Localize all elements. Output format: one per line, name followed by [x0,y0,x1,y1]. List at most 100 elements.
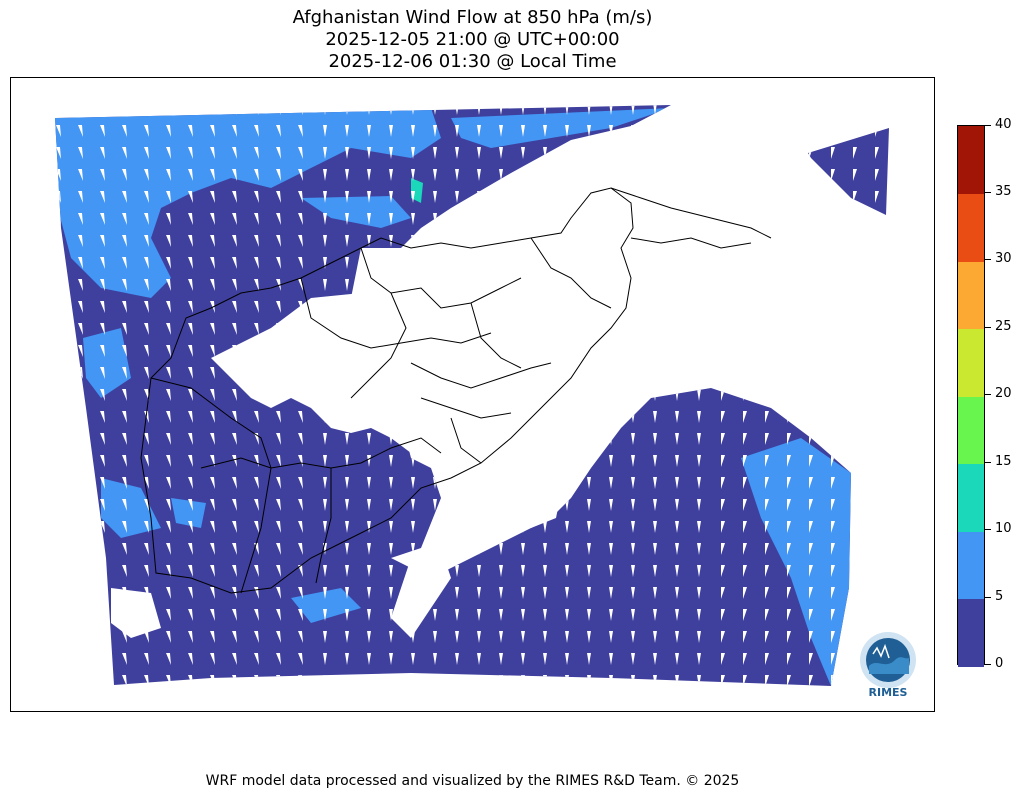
wind-arrow [787,389,791,401]
colorbar-label: 0 [995,656,1004,671]
wind-arrow [521,631,525,643]
wind-arrow [100,301,105,313]
wind-arrow [721,565,725,577]
wind-arrow [323,169,327,181]
wind-arrow [787,279,791,291]
wind-arrow [210,565,215,577]
colorbar-tick [985,597,991,598]
wind-arrow [56,455,61,467]
wind-arrow [675,455,679,467]
wind-arrow [56,125,61,137]
wind-arrow [743,455,747,467]
wind-arrow [587,455,591,467]
wind-arrow [609,411,613,423]
wind-arrow [254,191,259,203]
wind-arrow [543,235,547,247]
wind-arrow [411,543,415,555]
wind-arrow [56,235,61,247]
wind-arrow [232,609,237,621]
colorbar-label: 35 [995,184,1012,199]
wind-arrow [809,235,813,247]
wind-arrow [653,301,657,313]
wind-arrow [166,521,171,533]
wind-arrow [232,477,237,489]
wind-arrow [477,653,481,665]
wind-arrow [78,653,83,665]
wind-arrow [543,455,547,467]
wind-band-north [451,108,671,148]
wind-arrow [697,411,701,423]
wind-arrow [653,411,657,423]
wind-arrow [499,675,503,686]
wind-arrow [122,191,127,203]
wind-arrow [631,499,635,511]
wind-arrow [100,235,105,247]
wind-arrow [188,521,193,533]
wind-arrow [765,477,769,489]
wind-arrow [210,389,215,401]
wind-arrow [100,609,105,621]
wind-arrow [323,477,327,489]
wind-arrow [809,169,813,181]
wind-arrow [210,213,215,225]
wind-arrow [853,345,857,357]
wind-arrow [521,191,525,203]
wind-arrow [499,587,503,599]
wind-arrow [853,543,857,555]
wind-arrow [210,433,215,445]
wind-arrow [587,125,591,137]
wind-arrow [433,235,437,247]
wind-arrow [697,455,701,467]
wind-arrow [743,301,747,313]
wind-arrow [367,565,371,577]
wind-arrow [166,587,171,599]
wind-arrow [609,125,613,137]
colorbar-tick [985,664,991,665]
wind-arrow [631,543,635,555]
wind-arrow [809,609,813,621]
wind-arrow [411,499,415,511]
wind-arrow [499,169,503,181]
wind-arrow [78,323,83,335]
wind-arrow [831,125,835,137]
wind-arrow [166,411,171,423]
wind-arrow [631,631,635,643]
wind-arrow [631,587,635,599]
wind-arrow [477,609,481,621]
title-line-1: Afghanistan Wind Flow at 850 hPa (m/s) [292,7,653,28]
wind-arrow [433,147,437,159]
wind-arrow [276,105,281,115]
wind-arrow [587,521,591,533]
wind-arrow [210,587,215,599]
wind-arrow [78,169,83,181]
wind-arrow [631,653,635,665]
wind-arrow [787,213,791,225]
wind-arrow [345,521,349,533]
wind-arrow [787,169,791,181]
wind-arrow [411,235,415,247]
wind-arrow [122,499,127,511]
wind-arrow [787,499,791,511]
wind-arrow [100,565,105,577]
wind-arrow [853,433,857,445]
wind-arrow [609,653,613,665]
wind-arrow [609,587,613,599]
wind-arrow [765,213,769,225]
wind-arrow [875,169,879,181]
wind-arrow [276,587,281,599]
wind-map [55,105,889,686]
wind-arrow [210,105,215,115]
wind-arrow [298,653,303,665]
wind-arrow [389,477,393,489]
wind-arrow [631,345,635,357]
wind-arrow [276,675,281,686]
wind-arrow [721,323,725,335]
wind-arrow [565,675,569,686]
wind-arrow [765,169,769,181]
wind-arrow [345,257,349,269]
wind-arrow [697,169,701,181]
wind-arrow [276,213,281,225]
wind-arrow [210,543,215,555]
wind-arrow [100,411,105,423]
wind-arrow [499,543,503,555]
